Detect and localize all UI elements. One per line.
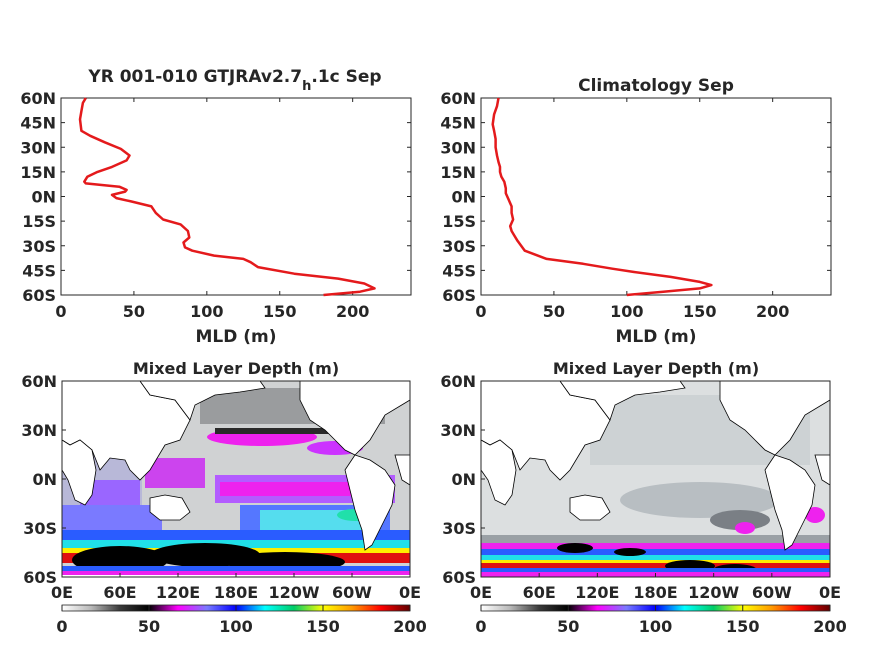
map-x-tick-label: 0E — [51, 583, 73, 602]
map-x-tick-label: 60W — [332, 583, 372, 602]
x-tick-label: 150 — [683, 302, 716, 321]
colorbar-tick-label: 50 — [138, 617, 160, 636]
profile-plot-area — [60, 97, 412, 296]
climatology-x-ticks: 0 50 100 150 200 — [475, 98, 789, 321]
profile-y-ticks: 60N 45N 30N 15N 0N 15S 30S 45S 60S — [20, 89, 411, 305]
map-x-tick-label: 0E — [399, 583, 421, 602]
panel-profile-climatology: Climatology Sep 60N45N30N15N0N15S30S45S6… — [440, 76, 832, 347]
map-x-tick-label: 0E — [470, 583, 492, 602]
colorbar-tick-label: 200 — [393, 617, 426, 636]
y-tick-label: 30N — [20, 138, 56, 157]
x-tick-label: 150 — [263, 302, 296, 321]
map-climatology-field — [481, 381, 830, 577]
colorbar-tick-label: 100 — [219, 617, 252, 636]
y-tick-label: 60S — [442, 286, 476, 305]
map-climatology-title: Mixed Layer Depth (m) — [553, 359, 759, 378]
climatology-series-line — [491, 97, 713, 297]
map-y-tick-label: 60N — [21, 372, 57, 391]
map-climatology-y-ticks: 60N 30N 0N 30S 60S — [440, 372, 485, 587]
colorbar-tick-label: 0 — [56, 617, 67, 636]
map-y-tick-label: 0N — [451, 470, 476, 489]
x-tick-label: 100 — [190, 302, 223, 321]
map-x-tick-label: 120E — [575, 583, 619, 602]
x-tick-label: 200 — [336, 302, 369, 321]
y-tick-label: 30S — [442, 237, 476, 256]
panel-profile-model: YR 001-010 GTJRAv2.7h.1c Sep 60N 45N 30N 15… — [20, 67, 412, 347]
profile-x-label: MLD (m) — [195, 327, 276, 347]
map-y-tick-label: 0N — [32, 470, 57, 489]
panel-map-climatology: Mixed Layer Depth (m) — [440, 359, 846, 636]
map-x-tick-label: 180E — [214, 583, 258, 602]
map-x-tick-label: 120W — [268, 583, 319, 602]
map-model-colorbar-ticks: 0 50 100 150 200 — [56, 605, 427, 636]
map-y-tick-label: 30S — [23, 519, 57, 538]
map-x-tick-label: 60E — [523, 583, 556, 602]
profile-series-line — [78, 97, 376, 297]
colorbar-tick-label: 0 — [475, 617, 486, 636]
profile-title: YR 001-010 GTJRAv2.7h.1c Sep — [87, 67, 381, 94]
y-tick-label: 45S — [22, 261, 56, 280]
map-model-title: Mixed Layer Depth (m) — [133, 359, 339, 378]
x-tick-label: 50 — [543, 302, 565, 321]
map-y-tick-label: 30N — [21, 421, 57, 440]
y-tick-label: 60N — [440, 89, 476, 108]
x-tick-label: 50 — [123, 302, 145, 321]
y-tick-label: 15N — [20, 163, 56, 182]
y-tick-label: 60N — [20, 89, 56, 108]
climatology-title: Climatology Sep — [578, 76, 734, 96]
map-x-tick-label: 120W — [688, 583, 739, 602]
map-x-tick-label: 60E — [103, 583, 136, 602]
map-climatology-x-ticks: 0E 60E 120E 180E 120W 60W 0E — [470, 573, 841, 602]
profile-x-ticks: 0 50 100 150 200 — [55, 98, 369, 321]
colorbar-tick-label: 100 — [639, 617, 672, 636]
y-tick-label: 0N — [31, 188, 56, 207]
map-y-tick-label: 60S — [442, 568, 476, 587]
y-tick-label: 45N — [20, 114, 56, 133]
map-y-tick-label: 30N — [440, 421, 476, 440]
y-tick-label: 15N — [440, 163, 476, 182]
climatology-x-label: MLD (m) — [615, 327, 696, 347]
y-tick-label: 0N — [451, 188, 476, 207]
map-model-field — [62, 381, 410, 577]
map-model-x-ticks: 0E 60E 120E 180E 120W 60W 0E — [51, 573, 421, 602]
map-x-tick-label: 60W — [752, 583, 792, 602]
x-tick-label: 0 — [55, 302, 66, 321]
map-x-tick-label: 120E — [156, 583, 200, 602]
x-tick-label: 0 — [475, 302, 486, 321]
colorbar-tick-label: 200 — [813, 617, 846, 636]
map-x-tick-label: 180E — [633, 583, 677, 602]
x-tick-label: 100 — [610, 302, 643, 321]
y-tick-label: 45S — [442, 261, 476, 280]
colorbar-tick-label: 150 — [306, 617, 339, 636]
map-y-tick-label: 30S — [442, 519, 476, 538]
y-tick-label: 45N — [440, 114, 476, 133]
y-tick-label: 15S — [442, 212, 476, 231]
map-y-tick-label: 60S — [23, 568, 57, 587]
y-tick-label: 30N — [440, 138, 476, 157]
x-tick-label: 200 — [756, 302, 789, 321]
map-model-y-ticks: 60N 30N 0N 30S 60S — [21, 372, 66, 587]
y-tick-label: 30S — [22, 237, 56, 256]
y-tick-label: 60S — [22, 286, 56, 305]
climatology-y-ticks: 60N 45N 30N 15N 0N 15S 30S 45S 60S — [440, 89, 831, 305]
map-x-tick-label: 0E — [819, 583, 841, 602]
y-tick-label: 15S — [22, 212, 56, 231]
panel-map-model: Mixed Layer Depth (m) — [21, 359, 426, 636]
colorbar-tick-label: 150 — [726, 617, 759, 636]
colorbar-tick-label: 50 — [557, 617, 579, 636]
map-climatology-colorbar-ticks: 0 50 100 150 200 — [475, 605, 847, 636]
map-y-tick-label: 60N — [440, 372, 476, 391]
climatology-plot-area — [480, 97, 832, 296]
